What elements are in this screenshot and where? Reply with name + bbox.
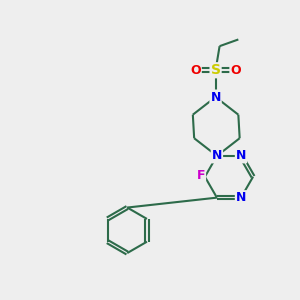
- Text: N: N: [236, 191, 246, 204]
- Text: O: O: [230, 64, 241, 77]
- Text: N: N: [236, 149, 246, 162]
- Text: N: N: [210, 91, 221, 103]
- Text: S: S: [211, 63, 220, 77]
- Text: O: O: [190, 64, 201, 77]
- Text: N: N: [212, 149, 222, 162]
- Text: F: F: [196, 169, 205, 182]
